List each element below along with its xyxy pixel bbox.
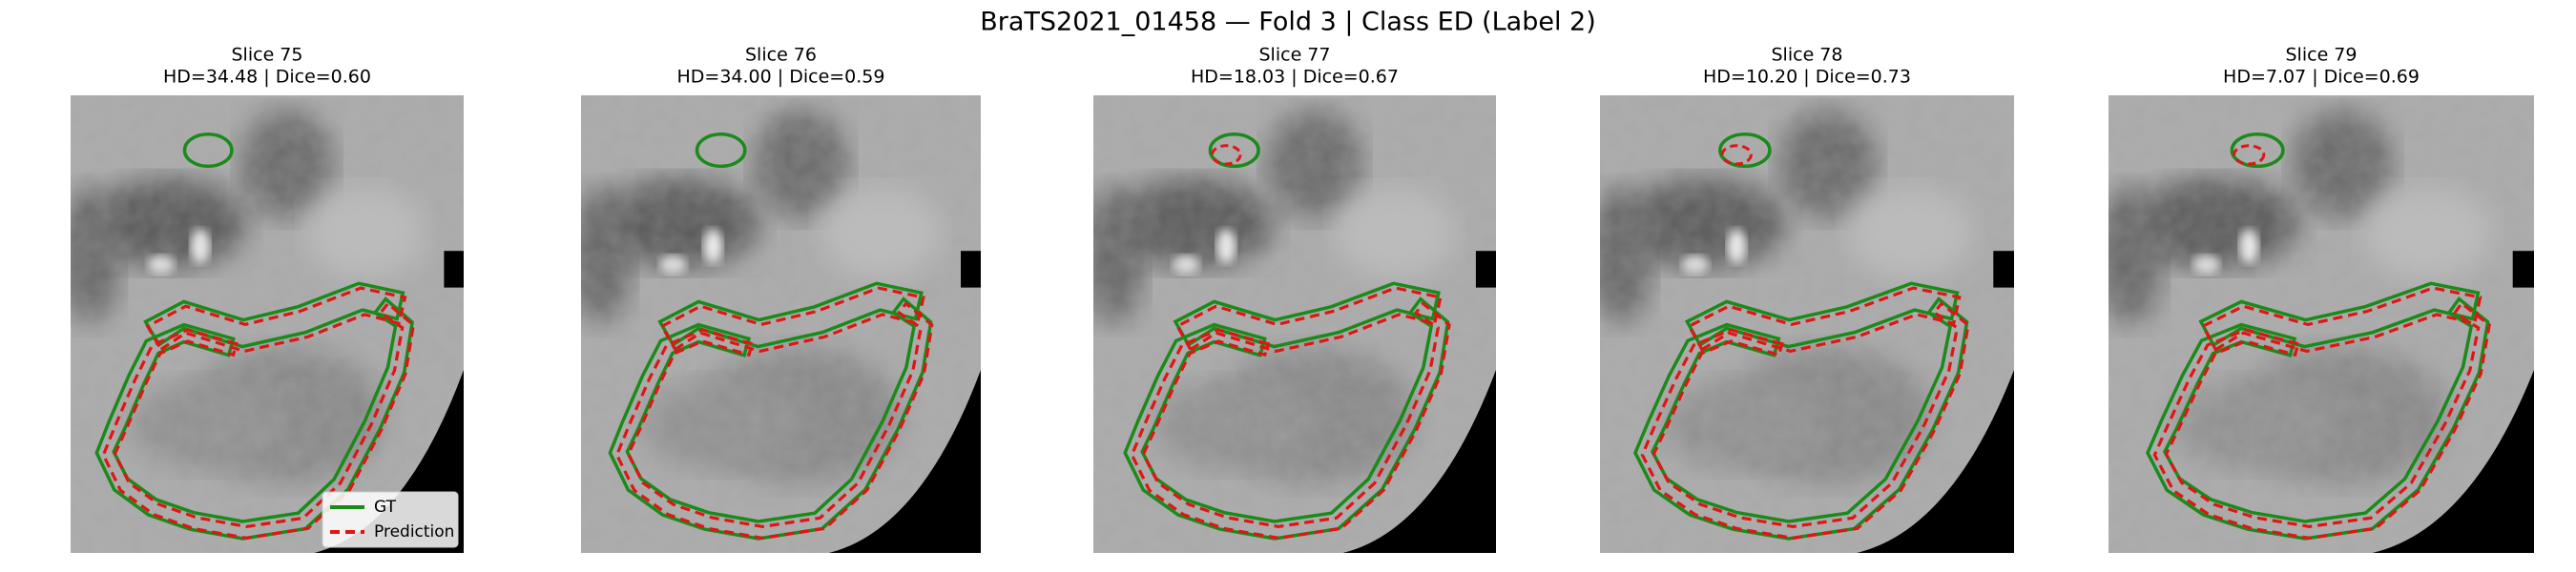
panel-metrics: HD=7.07 | Dice=0.69 [2223,67,2420,88]
legend-label: GT [374,498,397,517]
gt-contour [2230,133,2285,169]
figure-title: BraTS2021_01458 — Fold 3 | Class ED (Lab… [980,8,1596,37]
mri-image [1600,95,2014,553]
pred-contour [1640,301,1970,541]
background-corner [828,370,981,553]
background-notch [1993,251,2014,288]
grain [71,95,464,553]
mri-image [71,95,464,553]
pred-contour [2152,301,2491,541]
grain [1093,95,1496,553]
panel-title: Slice 76 [745,45,817,66]
pred-contour [101,301,416,541]
pred-contour [1174,286,1443,354]
legend-label: Prediction [374,522,454,541]
panel-title: Slice 77 [1259,45,1331,66]
background-notch [1475,251,1496,288]
background-notch [444,251,464,288]
gt-contour [1208,133,1260,169]
background-notch [961,251,981,288]
background-corner [2372,370,2534,553]
pred-contour [145,286,407,354]
pred-contour [2200,286,2483,354]
pred-contour [1210,144,1242,166]
gt-contour [1718,133,1772,169]
pred-contour [659,286,925,354]
background-corner [1342,370,1496,553]
panel-title: Slice 78 [1772,45,1843,66]
gt-contour [143,281,405,349]
panel-metrics: HD=34.00 | Dice=0.59 [677,67,885,88]
pred-contour [614,301,934,541]
pred-contour [2233,144,2266,166]
panel-metrics: HD=10.20 | Dice=0.73 [1703,67,1911,88]
panel-metrics: HD=18.03 | Dice=0.67 [1191,67,1399,88]
panel-title: Slice 75 [232,45,303,66]
gt-contour [1173,281,1441,349]
gt-contour [695,133,747,169]
gt-contour [182,133,234,169]
background-corner [1857,370,2014,553]
mri-image [2109,95,2534,553]
panel-title: Slice 79 [2286,45,2358,66]
mri-image [581,95,981,553]
pred-contour [1687,286,1962,354]
pred-contour [1720,144,1753,166]
grain [581,95,981,553]
gt-contour [657,281,924,349]
gt-contour [2198,281,2481,349]
gt-contour [1684,281,1960,349]
panel-metrics: HD=34.48 | Dice=0.60 [163,67,371,88]
background-notch [2512,251,2534,288]
mri-image [1093,95,1496,553]
legend: GT Prediction [322,491,459,548]
pred-contour [1130,301,1451,541]
